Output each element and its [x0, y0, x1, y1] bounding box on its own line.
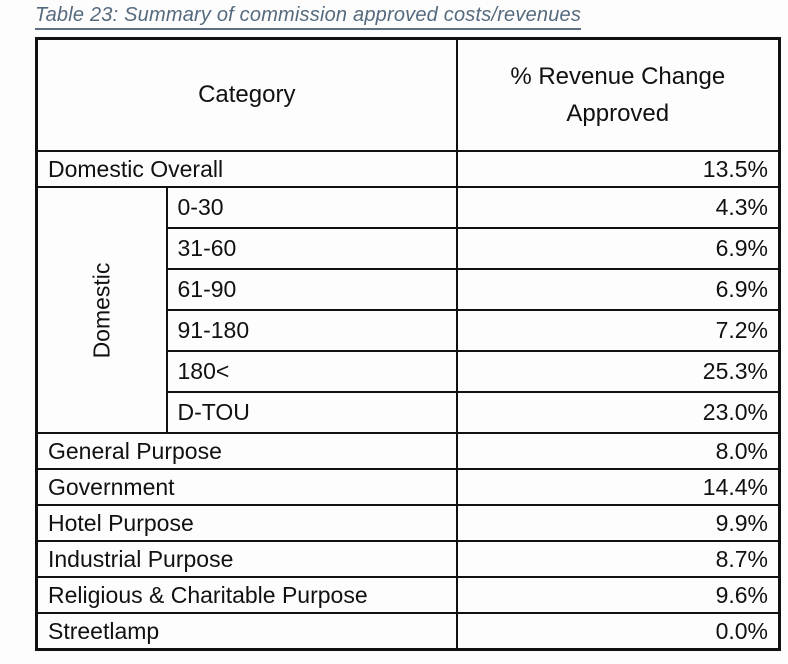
value-cell: 8.0% [455, 432, 781, 470]
table-row: Government 14.4% [35, 468, 781, 506]
table-row: Religious & Charitable Purpose 9.6% [35, 576, 781, 614]
table-row: Streetlamp 0.0% [35, 612, 781, 651]
table-row: Domestic Overall 13.5% [35, 150, 781, 188]
category-cell: General Purpose [35, 432, 458, 470]
table-row: 91-180 7.2% [37, 309, 781, 352]
category-cell: Government [35, 468, 458, 506]
category-cell: Hotel Purpose [35, 504, 458, 542]
header-revenue-change-label: % Revenue Change Approved [510, 62, 726, 127]
table-row: 31-60 6.9% [37, 227, 781, 270]
group-label-domestic: Domestic [35, 186, 168, 434]
value-cell: 6.9% [455, 268, 781, 311]
table-row: General Purpose 8.0% [35, 432, 781, 470]
header-category: Category [35, 37, 458, 152]
category-cell: Industrial Purpose [35, 540, 458, 578]
table-caption: Table 23: Summary of commission approved… [35, 4, 582, 30]
value-cell: 14.4% [455, 468, 781, 506]
group-label-domestic-text: Domestic [88, 262, 115, 358]
value-cell: 0.0% [455, 612, 781, 651]
category-cell: D-TOU [165, 391, 458, 434]
summary-table: Category % Revenue Change Approved Domes… [35, 37, 782, 651]
table-row: Industrial Purpose 8.7% [35, 540, 781, 578]
category-cell: 61-90 [165, 268, 458, 311]
value-cell: 8.7% [455, 540, 781, 578]
table-row: D-TOU 23.0% [37, 391, 781, 434]
table-header-row: Category % Revenue Change Approved [35, 37, 781, 152]
value-cell: 9.9% [455, 504, 781, 542]
value-cell: 4.3% [455, 186, 781, 229]
value-cell: 13.5% [455, 150, 781, 188]
category-cell: 180< [165, 350, 458, 393]
table-row: Domestic 0-30 4.3% [35, 186, 781, 434]
value-cell: 25.3% [455, 350, 781, 393]
table-row: 61-90 6.9% [37, 268, 781, 311]
value-cell: 23.0% [455, 391, 781, 434]
value-cell: 6.9% [455, 227, 781, 270]
category-cell: Streetlamp [35, 612, 458, 651]
category-cell: Religious & Charitable Purpose [35, 576, 458, 614]
category-cell: 0-30 [165, 186, 458, 229]
table-row: Hotel Purpose 9.9% [35, 504, 781, 542]
category-cell: Domestic Overall [35, 150, 458, 188]
category-cell: 31-60 [165, 227, 458, 270]
value-cell: 9.6% [455, 576, 781, 614]
header-revenue-change: % Revenue Change Approved [455, 37, 781, 152]
value-cell: 7.2% [455, 309, 781, 352]
table-row: 180< 25.3% [37, 350, 781, 393]
category-cell: 91-180 [165, 309, 458, 352]
